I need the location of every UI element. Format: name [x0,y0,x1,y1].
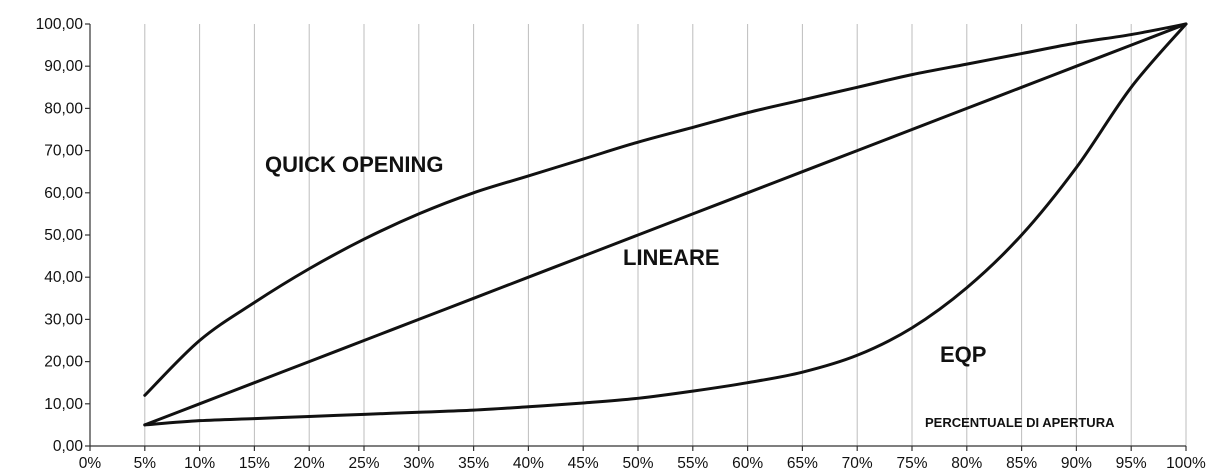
series-line-lineare [143,22,1188,427]
x-tick-label: 85% [1006,455,1037,472]
x-tick-label: 0% [79,455,102,472]
x-tick-label: 30% [403,455,434,472]
x-tick-label: 55% [677,455,708,472]
x-tick-labels: 0% 5% 10% 15% 20% 25% 30% 35% 40% 45% 50% 55% 60% 65%… [79,455,1206,472]
y-tick-label: 70,00 [44,143,83,160]
series-label-quick-opening: QUICK OPENING [265,152,443,177]
y-tick-label: 0,00 [53,438,84,455]
x-tick-label: 15% [239,455,270,472]
gridlines [144,24,1187,446]
x-tick-label: 100% [1166,455,1206,472]
x-tick-label: 5% [134,455,157,472]
series-line-quick-opening [143,22,1188,397]
x-tick-label: 60% [732,455,763,472]
series-label-eqp: EQP [940,342,986,367]
x-tick-label: 10% [184,455,215,472]
y-tick-label: 60,00 [44,185,83,202]
x-tick-label: 65% [787,455,818,472]
y-tick-label: 40,00 [44,269,83,286]
y-tick-label: 80,00 [44,100,83,117]
x-tick-label: 45% [568,455,599,472]
x-axis-label: PERCENTUALE DI APERTURA [925,415,1115,430]
y-tick-label: 100,00 [36,16,84,33]
y-tick-label: 10,00 [44,396,83,413]
axes [85,23,1187,451]
series-label-lineare: LINEARE [623,245,720,270]
y-tick-label: 20,00 [44,354,83,371]
x-tick-label: 35% [458,455,489,472]
series-line-eqp [143,22,1188,427]
x-tick-label: 25% [348,455,379,472]
y-tick-label: 30,00 [44,311,83,328]
x-tick-label: 90% [1061,455,1092,472]
y-tick-labels: 0,00 10,00 20,00 30,00 40,00 50,00 60,00 70,00 8… [36,16,84,455]
series-lines [143,22,1188,427]
x-tick-label: 75% [896,455,927,472]
x-tick-label: 40% [513,455,544,472]
x-tick-label: 20% [294,455,325,472]
x-tick-label: 80% [951,455,982,472]
x-tick-label: 95% [1116,455,1147,472]
x-tick-label: 50% [622,455,653,472]
y-tick-label: 50,00 [44,227,83,244]
y-tick-label: 90,00 [44,58,83,75]
x-tick-label: 70% [842,455,873,472]
